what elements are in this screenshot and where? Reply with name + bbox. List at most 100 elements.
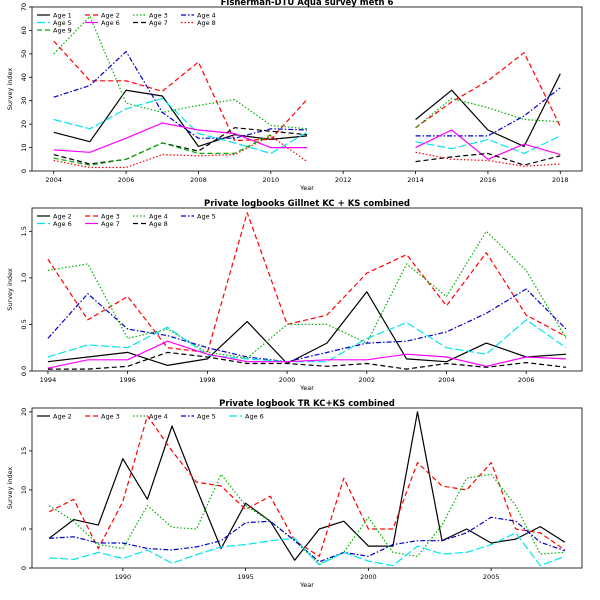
bottom-chart-legend-label: Age 4 [149, 412, 168, 420]
top-chart-series-line [53, 50, 308, 139]
top-chart-x-tick-label: 2014 [407, 176, 424, 184]
middle-chart-x-tick-label: 2002 [359, 376, 376, 384]
top-chart-series-age-8 [53, 135, 561, 169]
bottom-chart-legend-label: Age 5 [197, 412, 216, 420]
bottom-chart-series-age-6 [49, 532, 566, 567]
top-chart-legend-label: Age 4 [197, 11, 216, 19]
bottom-chart-y-tick-label: 0 [20, 566, 28, 570]
top-chart-series-line [53, 89, 308, 147]
middle-chart-y-tick-label: 0.0 [20, 366, 28, 376]
top-chart-series-line [53, 122, 307, 153]
bottom-chart-y-tick-label: 20 [20, 408, 28, 416]
top-chart-legend: Age 1 Age 2 Age 3 Age 4 Age 5 Age 6 Age 7 Age 8… [37, 11, 216, 34]
middle-chart-y-axis-label: Survey index [6, 268, 14, 311]
middle-chart-series-age-7 [47, 340, 567, 369]
top-chart-series-age-6 [53, 122, 561, 160]
bottom-chart-series-line [48, 415, 566, 557]
middle-chart-legend-label: Age 3 [101, 212, 120, 220]
bottom-chart-series-line [48, 411, 566, 561]
middle-chart-series-line [47, 288, 567, 363]
middle-chart-x-tick-label: 2004 [438, 376, 455, 384]
top-chart-y-tick-label: 30 [20, 97, 28, 105]
top-chart-legend-label: Age 3 [149, 11, 168, 19]
top-chart-legend-label: Age 5 [53, 19, 72, 27]
middle-chart-y-tick-label: 0.5 [20, 319, 28, 329]
top-chart-series-age-9 [53, 134, 272, 166]
bottom-chart-series-age-3 [48, 415, 566, 557]
bottom-chart-x-tick-label: 1995 [237, 573, 254, 581]
top-chart-y-tick-label: 20 [20, 120, 28, 128]
top-chart-y-tick-label: 0 [20, 169, 28, 173]
top-chart-y-tick-label: 40 [20, 73, 28, 81]
bottom-chart-x-tick-label: 2005 [483, 573, 500, 581]
top-chart-y-tick-label: 60 [20, 26, 28, 34]
top-chart-series-line [415, 151, 561, 167]
bottom-chart-y-tick-label: 5 [20, 527, 28, 531]
top-chart-x-tick-label: 2018 [552, 176, 569, 184]
middle-chart-series-line [47, 351, 567, 370]
middle-chart-legend: Age 2 Age 3 Age 4 Age 5 Age 6 Age 7 Age 8 [37, 212, 216, 228]
bottom-chart-series-line [49, 532, 566, 567]
top-chart-legend-label: Age 9 [53, 26, 72, 34]
top-chart-legend-label: Age 1 [53, 11, 72, 19]
middle-chart-series-age-4 [47, 230, 567, 359]
middle-chart-legend-label: Age 2 [53, 212, 72, 220]
middle-chart-series-line [47, 230, 567, 359]
bottom-chart-series-age-2 [48, 411, 566, 561]
bottom-chart-x-tick-label: 1990 [115, 573, 132, 581]
bottom-chart: Private logbook TR KC+KS combined 1990 199… [6, 399, 583, 589]
top-chart-x-axis-label: Year [299, 184, 314, 192]
top-chart-y-tick-label: 50 [20, 50, 28, 58]
bottom-chart-legend-label: Age 2 [53, 412, 72, 420]
middle-chart-legend-label: Age 6 [53, 220, 72, 228]
top-chart-plot-frame [31, 6, 583, 172]
bottom-chart-legend-label: Age 6 [245, 412, 264, 420]
middle-chart-series-age-6 [47, 319, 567, 363]
top-chart-series-line [53, 97, 308, 154]
middle-chart-series-line [47, 291, 567, 366]
top-chart-y-axis-label: Survey index [6, 68, 14, 111]
middle-chart-legend-label: Age 5 [197, 212, 216, 220]
middle-chart-legend-label: Age 8 [149, 220, 168, 228]
top-chart-x-tick-label: 2012 [335, 176, 352, 184]
bottom-chart-x-tick-label: 2000 [360, 573, 377, 581]
middle-chart-legend-label: Age 7 [101, 220, 120, 228]
top-chart-series-line [415, 129, 561, 160]
middle-chart-series-age-8 [47, 351, 567, 370]
top-chart-x-tick-label: 2004 [45, 176, 62, 184]
top-chart-series-line [53, 134, 272, 166]
bottom-chart-y-tick-label: 15 [20, 447, 28, 455]
middle-chart-series-age-3 [47, 212, 567, 353]
top-chart-series-line [53, 127, 308, 165]
top-chart-series-age-7 [53, 127, 561, 166]
middle-chart-series-line [47, 319, 567, 363]
bottom-chart-legend: Age 2 Age 3 Age 4 Age 5 Age 6 [37, 412, 264, 420]
top-chart-x-tick-label: 2008 [190, 176, 207, 184]
bottom-chart-plot-frame [31, 407, 583, 569]
top-chart-series-age-3 [53, 15, 561, 130]
top-chart-legend-label: Age 8 [197, 19, 216, 27]
top-chart-y-tick-label: 10 [20, 143, 28, 151]
top-chart-series-line [415, 73, 561, 147]
top-chart-legend-label: Age 6 [101, 19, 120, 27]
middle-chart-x-tick-label: 1998 [199, 376, 216, 384]
top-chart-x-tick-label: 2016 [480, 176, 497, 184]
bottom-chart-y-tick-label: 10 [20, 486, 28, 494]
middle-chart-x-tick-label: 2006 [518, 376, 535, 384]
middle-chart-legend-label: Age 4 [149, 212, 168, 220]
bottom-chart-series-age-4 [48, 473, 565, 565]
middle-chart-x-axis-label: Year [299, 384, 314, 392]
bottom-chart-y-axis-label: Survey index [6, 467, 14, 510]
middle-chart-y-tick-label: 1.5 [20, 226, 28, 236]
bottom-chart-legend-label: Age 3 [101, 412, 120, 420]
middle-chart-x-tick-label: 1994 [40, 376, 57, 384]
bottom-chart-series-line [49, 516, 565, 563]
top-chart-series-line [415, 152, 561, 166]
middle-chart-x-tick-label: 1996 [119, 376, 136, 384]
top-chart-series-line [53, 135, 308, 169]
bottom-chart-series-age-5 [49, 516, 565, 563]
middle-chart-series-age-5 [47, 288, 567, 363]
bottom-chart-x-axis-label: Year [299, 581, 314, 589]
